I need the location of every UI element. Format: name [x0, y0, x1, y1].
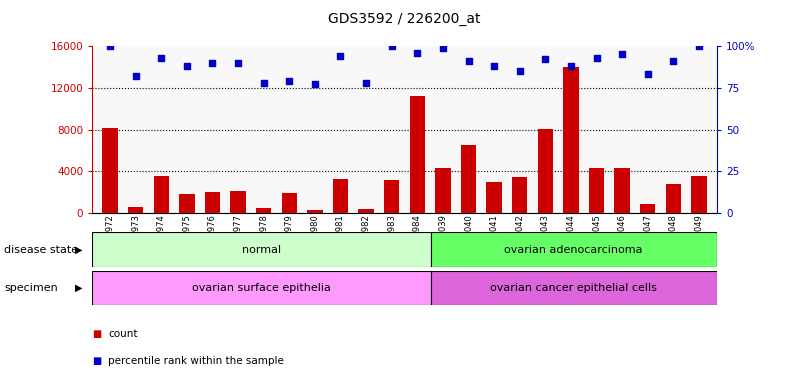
Point: [411, 50, 424, 56]
Text: ■: ■: [92, 329, 102, 339]
Point: [360, 80, 372, 86]
Bar: [308, 210, 323, 213]
Point: [590, 55, 603, 61]
Bar: [512, 177, 527, 213]
Bar: [384, 180, 400, 213]
Bar: [537, 129, 553, 213]
Bar: [358, 209, 374, 213]
Bar: [666, 184, 681, 213]
Point: [334, 53, 347, 59]
Point: [231, 60, 244, 66]
Point: [513, 68, 526, 74]
Bar: [431, 232, 717, 267]
Bar: [409, 96, 425, 213]
Bar: [486, 182, 501, 213]
Bar: [461, 145, 477, 213]
Text: ovarian surface epithelia: ovarian surface epithelia: [192, 283, 331, 293]
Bar: [128, 207, 143, 213]
Bar: [282, 193, 297, 213]
Bar: [92, 271, 431, 305]
Text: ovarian adenocarcinoma: ovarian adenocarcinoma: [505, 245, 643, 255]
Point: [693, 43, 706, 49]
Text: ▶: ▶: [75, 245, 83, 255]
Point: [103, 43, 116, 49]
Text: ovarian cancer epithelial cells: ovarian cancer epithelial cells: [490, 283, 657, 293]
Point: [462, 58, 475, 64]
Bar: [332, 179, 348, 213]
Bar: [435, 168, 451, 213]
Bar: [154, 175, 169, 213]
Bar: [92, 232, 431, 267]
Bar: [205, 192, 220, 213]
Bar: [640, 204, 655, 213]
Point: [565, 63, 578, 69]
Point: [488, 63, 501, 69]
Point: [539, 56, 552, 63]
Bar: [179, 194, 195, 213]
Point: [155, 55, 167, 61]
Text: ▶: ▶: [75, 283, 83, 293]
Text: specimen: specimen: [4, 283, 58, 293]
Text: percentile rank within the sample: percentile rank within the sample: [108, 356, 284, 366]
Text: GDS3592 / 226200_at: GDS3592 / 226200_at: [328, 12, 481, 25]
Bar: [256, 208, 272, 213]
Point: [129, 73, 142, 79]
Point: [385, 43, 398, 49]
Text: count: count: [108, 329, 138, 339]
Bar: [231, 191, 246, 213]
Bar: [589, 168, 604, 213]
Point: [257, 80, 270, 86]
Bar: [431, 271, 717, 305]
Point: [437, 45, 449, 51]
Text: normal: normal: [242, 245, 281, 255]
Point: [180, 63, 193, 69]
Bar: [614, 168, 630, 213]
Point: [667, 58, 680, 64]
Text: ■: ■: [92, 356, 102, 366]
Point: [308, 81, 321, 88]
Point: [283, 78, 296, 84]
Point: [206, 60, 219, 66]
Point: [642, 71, 654, 78]
Bar: [103, 127, 118, 213]
Point: [616, 51, 629, 58]
Text: disease state: disease state: [4, 245, 78, 255]
Bar: [691, 175, 706, 213]
Bar: [563, 67, 578, 213]
